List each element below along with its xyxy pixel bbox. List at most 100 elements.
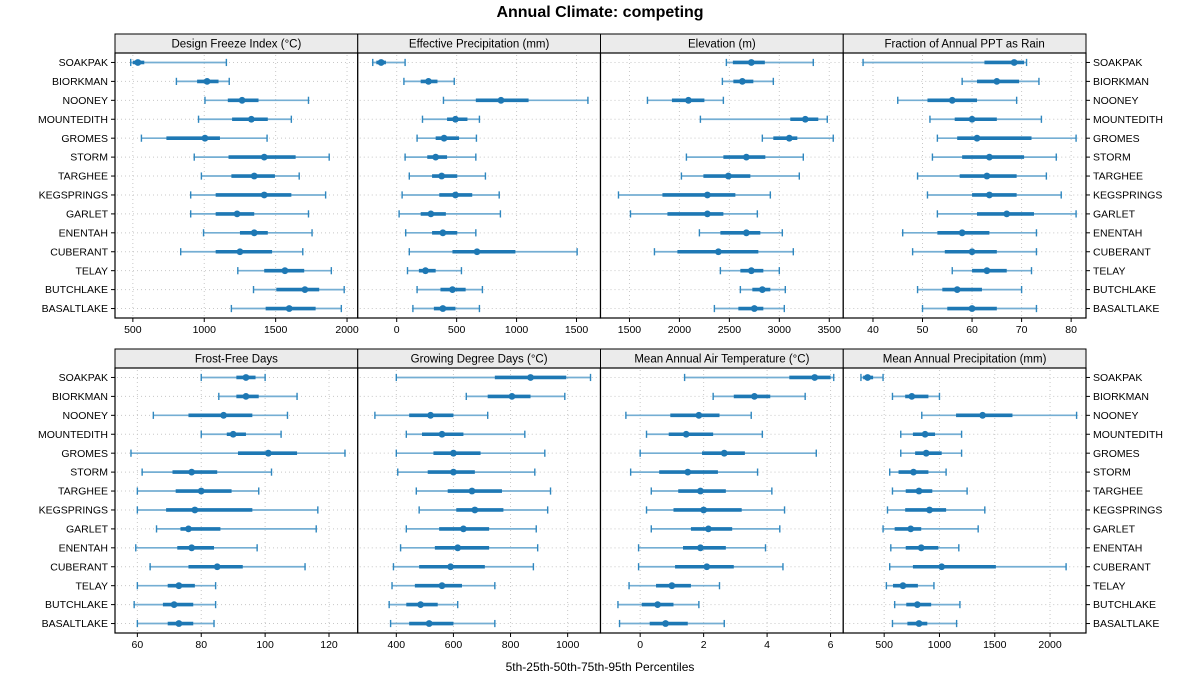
percentile-row-cuberant xyxy=(653,248,795,256)
panel-background xyxy=(843,53,1086,318)
percentile-row-targhee xyxy=(680,172,800,180)
axis-tick-label: 500 xyxy=(875,639,893,651)
strip-header-label: Mean Annual Air Temperature (°C) xyxy=(634,354,809,366)
median-dot xyxy=(527,374,534,381)
axis-tick-label: 0 xyxy=(637,639,643,651)
site-label-right-gromes: GROMES xyxy=(1093,133,1140,145)
median-dot xyxy=(685,96,692,104)
strip-header-label: Frost-Free Days xyxy=(195,354,278,366)
median-dot xyxy=(697,487,704,495)
median-dot xyxy=(801,115,809,123)
median-dot xyxy=(979,411,986,419)
panel-frost-free-days: 60 80 100 120 Frost-Free Days xyxy=(114,348,359,651)
panel-background xyxy=(115,368,358,633)
percentile-row-basaltlake xyxy=(136,619,215,628)
median-dot xyxy=(983,267,991,275)
percentile-row-biorkman xyxy=(175,77,230,85)
percentile-row-biorkman xyxy=(465,392,566,400)
site-label-left-cuberant: CUBERANT xyxy=(50,561,108,573)
median-dot xyxy=(953,286,961,294)
site-label-left-garlet: GARLET xyxy=(66,208,109,220)
percentile-row-mountedith xyxy=(405,430,526,438)
percentile-caption: 5th-25th-50th-75th-95th Percentiles xyxy=(505,660,695,674)
panel-background xyxy=(600,53,844,318)
percentile-row-kegsprings xyxy=(401,191,500,199)
percentile-row-gromes xyxy=(140,134,268,142)
percentile-row-telay xyxy=(237,267,333,275)
percentile-row-nooney xyxy=(152,411,289,419)
percentile-row-biorkman xyxy=(218,392,298,400)
percentile-row-targhee xyxy=(415,487,552,495)
axis-tick-label: 400 xyxy=(388,639,406,651)
percentile-row-garlet xyxy=(155,525,317,533)
median-dot xyxy=(301,286,309,294)
site-label-right-nooney: NOONEY xyxy=(1093,410,1139,422)
percentile-row-biorkman xyxy=(721,77,775,85)
percentile-row-biorkman xyxy=(891,392,941,400)
panel-mean-annual-precipitation-mm: 500 1000 1500 2000 Mean Annual Precipitation… xyxy=(842,348,1087,651)
median-dot xyxy=(742,229,750,237)
median-dot xyxy=(170,601,178,609)
percentile-row-telay xyxy=(391,582,496,590)
site-label-right-targhee: TARGHEE xyxy=(1093,486,1143,498)
median-dot xyxy=(948,96,956,104)
median-dot xyxy=(427,411,434,419)
site-label-left-nooney: NOONEY xyxy=(62,410,108,422)
axis-tick-label: 3500 xyxy=(818,324,842,336)
panel-border xyxy=(842,367,1087,634)
median-dot xyxy=(452,191,459,199)
axis-tick-label: 1000 xyxy=(556,639,580,651)
median-dot xyxy=(247,115,255,123)
percentile-row-soakpak xyxy=(200,373,266,382)
median-dot xyxy=(700,506,708,514)
percentile-row-storm xyxy=(404,153,477,161)
site-label-left-garlet: GARLET xyxy=(66,523,109,535)
percentile-row-storm xyxy=(888,468,947,476)
percentile-row-gromes xyxy=(130,449,346,457)
percentile-row-kegsprings xyxy=(136,506,319,514)
chart-title: Annual Climate: competing xyxy=(496,4,704,21)
percentile-row-telay xyxy=(406,267,463,275)
median-dot xyxy=(913,601,921,609)
strip-header-label: Fraction of Annual PPT as Rain xyxy=(885,39,1045,51)
percentile-row-garlet xyxy=(398,210,502,218)
panel-background xyxy=(600,368,844,633)
percentile-row-soakpak xyxy=(860,373,884,382)
median-dot xyxy=(285,305,293,312)
percentile-row-gromes xyxy=(395,449,546,457)
percentile-row-basaltlake xyxy=(618,619,725,628)
median-dot xyxy=(750,305,758,312)
site-label-left-enentah: ENENTAH xyxy=(59,227,108,239)
percentile-row-basaltlake xyxy=(713,304,786,313)
site-label-left-enentah: ENENTAH xyxy=(59,542,108,554)
axis-tick-label: 80 xyxy=(1065,324,1077,336)
panel-fraction-of-annual-ppt-as-rain: 40 50 60 70 80 Fraction of Annual PPT as Rain xyxy=(842,33,1087,336)
axis-tick-label: 6 xyxy=(828,639,834,651)
median-dot xyxy=(213,563,221,571)
panel-background xyxy=(843,368,1086,633)
site-label-right-basaltlake: BASALTLAKE xyxy=(1093,303,1159,315)
percentile-row-biorkman xyxy=(403,77,455,85)
median-dot xyxy=(449,286,456,294)
median-dot xyxy=(724,172,732,180)
panel-design-freeze-index-c: 500 1000 1500 2000 Design Freeze Index (°C) xyxy=(114,33,359,336)
percentile-row-storm xyxy=(397,468,536,476)
percentile-row-targhee xyxy=(200,172,300,180)
site-label-left-nooney: NOONEY xyxy=(62,95,108,107)
median-dot xyxy=(958,229,966,237)
median-dot xyxy=(742,153,750,161)
median-dot xyxy=(439,229,447,237)
median-dot xyxy=(908,392,916,400)
median-dot xyxy=(714,248,722,256)
median-dot xyxy=(662,620,669,627)
median-dot xyxy=(864,374,871,381)
percentile-row-enentah xyxy=(202,229,313,237)
axis-tick-label: 2 xyxy=(701,639,707,651)
axis-tick-label: 120 xyxy=(320,639,338,651)
percentile-row-storm xyxy=(141,468,273,476)
axis-tick-label: 1000 xyxy=(928,639,952,651)
percentile-row-nooney xyxy=(374,411,489,419)
median-dot xyxy=(471,506,479,514)
percentile-row-mountedith xyxy=(929,115,1043,123)
axis-tick-label: 1500 xyxy=(618,324,642,336)
